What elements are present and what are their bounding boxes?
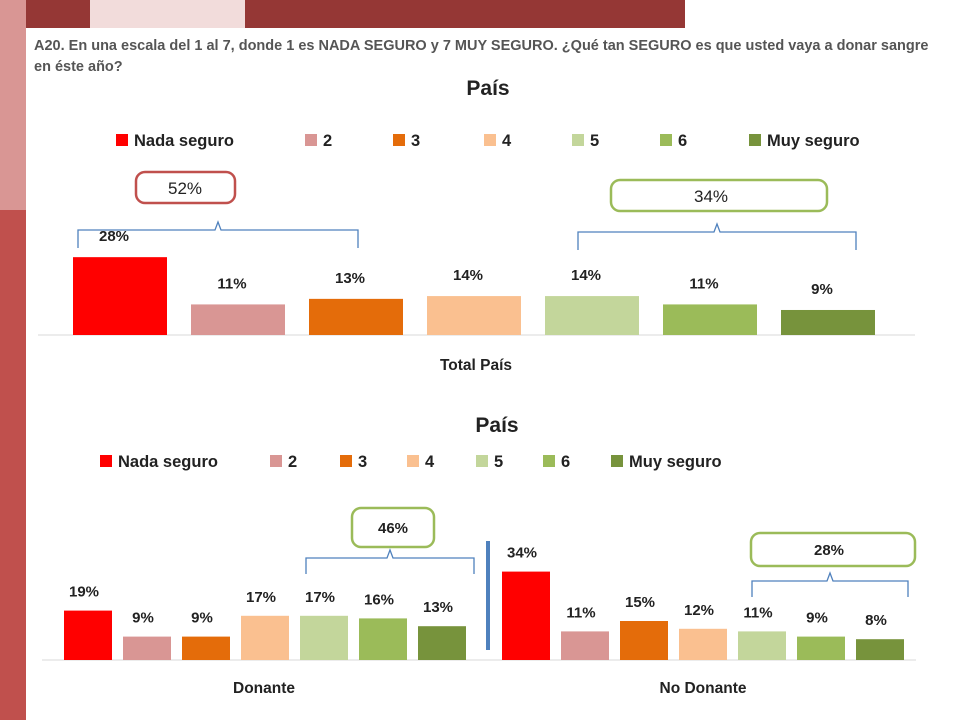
chart-total-pais: País Nada seguro 2 3 4 5 6 Muy seguro 28% 11% 13% 1… [38,77,915,374]
legend-label-5: 6 [678,132,687,150]
bar-g1-1 [561,631,609,660]
legend-swatch-3 [484,134,496,146]
data-label-g1-0: 34% [507,545,537,562]
data-label-g0-2: 9% [191,610,213,627]
summary-label-left: 52% [168,179,202,198]
bar-1 [191,304,285,335]
legend-label-5: 6 [561,453,570,471]
data-label-g0-6: 13% [423,599,453,616]
legend-swatch-1 [305,134,317,146]
summary-box-left [134,170,237,205]
data-label-g1-2: 15% [625,594,655,611]
summary-box-no-donante [749,531,917,568]
bracket-right [577,222,857,250]
bar-4 [545,296,639,335]
bar-2 [309,298,403,335]
category-label-0: Donante [233,680,295,697]
data-label-g0-1: 9% [132,610,154,627]
bar-0 [73,257,167,335]
data-label-4: 14% [571,267,601,284]
legend-swatch-4 [572,134,584,146]
data-label-0: 28% [99,228,129,245]
data-label-g1-6: 8% [865,612,887,629]
legend-swatch-3 [407,455,419,467]
bar-g1-5 [797,636,845,660]
bar-g0-4 [300,615,348,660]
data-label-g1-3: 12% [684,602,714,619]
bracket-left [77,220,359,248]
legend-label-4: 5 [494,453,503,471]
legend-label-6: Muy seguro [767,132,860,150]
summary-box-right [609,178,829,213]
legend-label-3: 4 [425,453,435,471]
bar-g0-6 [418,626,466,660]
question-text: A20. En una escala del 1 al 7, donde 1 e… [34,38,929,75]
data-label-g1-1: 11% [566,604,595,621]
header-bar-light [90,0,245,28]
header-bar-dark-2 [245,0,685,28]
data-label-1: 11% [217,275,246,292]
bar-g1-2 [620,621,668,660]
bar-6 [781,309,875,335]
legend-label-2: 3 [411,132,420,150]
legend-label-4: 5 [590,132,599,150]
legend-swatch-2 [340,455,352,467]
data-label-g0-0: 19% [69,584,99,601]
data-label-5: 11% [689,275,718,292]
bar-g0-1 [123,636,171,660]
legend-label-0: Nada seguro [118,453,218,471]
legend-swatch-0 [116,134,128,146]
category-label-1: No Donante [660,680,747,697]
bar-g0-3 [241,615,289,660]
legend-label-1: 2 [323,132,332,150]
legend-label-3: 4 [502,132,512,150]
summary-label-donante: 46% [378,520,408,537]
bracket-no-donante [751,571,909,597]
legend-swatch-5 [660,134,672,146]
data-label-g0-3: 17% [246,589,276,606]
data-label-g1-4: 11% [743,604,772,621]
side-bar-mid [0,0,26,210]
bar-g1-6 [856,639,904,660]
legend-label-1: 2 [288,453,297,471]
legend-swatch-6 [749,134,761,146]
legend-label-6: Muy seguro [629,453,722,471]
bar-g0-0 [64,610,112,660]
data-label-g0-5: 16% [364,591,394,608]
summary-label-no-donante: 28% [814,542,844,559]
side-bar-dark [0,210,26,720]
data-label-g1-5: 9% [806,610,828,627]
bar-g0-2 [182,636,230,660]
chart-title: País [475,414,518,437]
summary-box-donante [350,506,436,549]
bar-g0-5 [359,618,407,660]
legend-swatch-4 [476,455,488,467]
legend-swatch-5 [543,455,555,467]
legend-swatch-2 [393,134,405,146]
category-label: Total País [440,357,512,374]
legend-swatch-1 [270,455,282,467]
summary-label-right: 34% [694,187,728,206]
legend-label-2: 3 [358,453,367,471]
bar-3 [427,296,521,335]
bar-g1-4 [738,631,786,660]
legend-swatch-0 [100,455,112,467]
bar-g1-0 [502,571,550,660]
bar-g1-3 [679,628,727,660]
data-label-6: 9% [811,281,833,298]
data-label-3: 14% [453,267,483,284]
chart-title: País [466,77,509,100]
legend-label-0: Nada seguro [134,132,234,150]
legend-swatch-6 [611,455,623,467]
bar-5 [663,304,757,335]
data-label-2: 13% [335,270,365,287]
bracket-donante [305,548,475,574]
data-label-g0-4: 17% [305,589,335,606]
